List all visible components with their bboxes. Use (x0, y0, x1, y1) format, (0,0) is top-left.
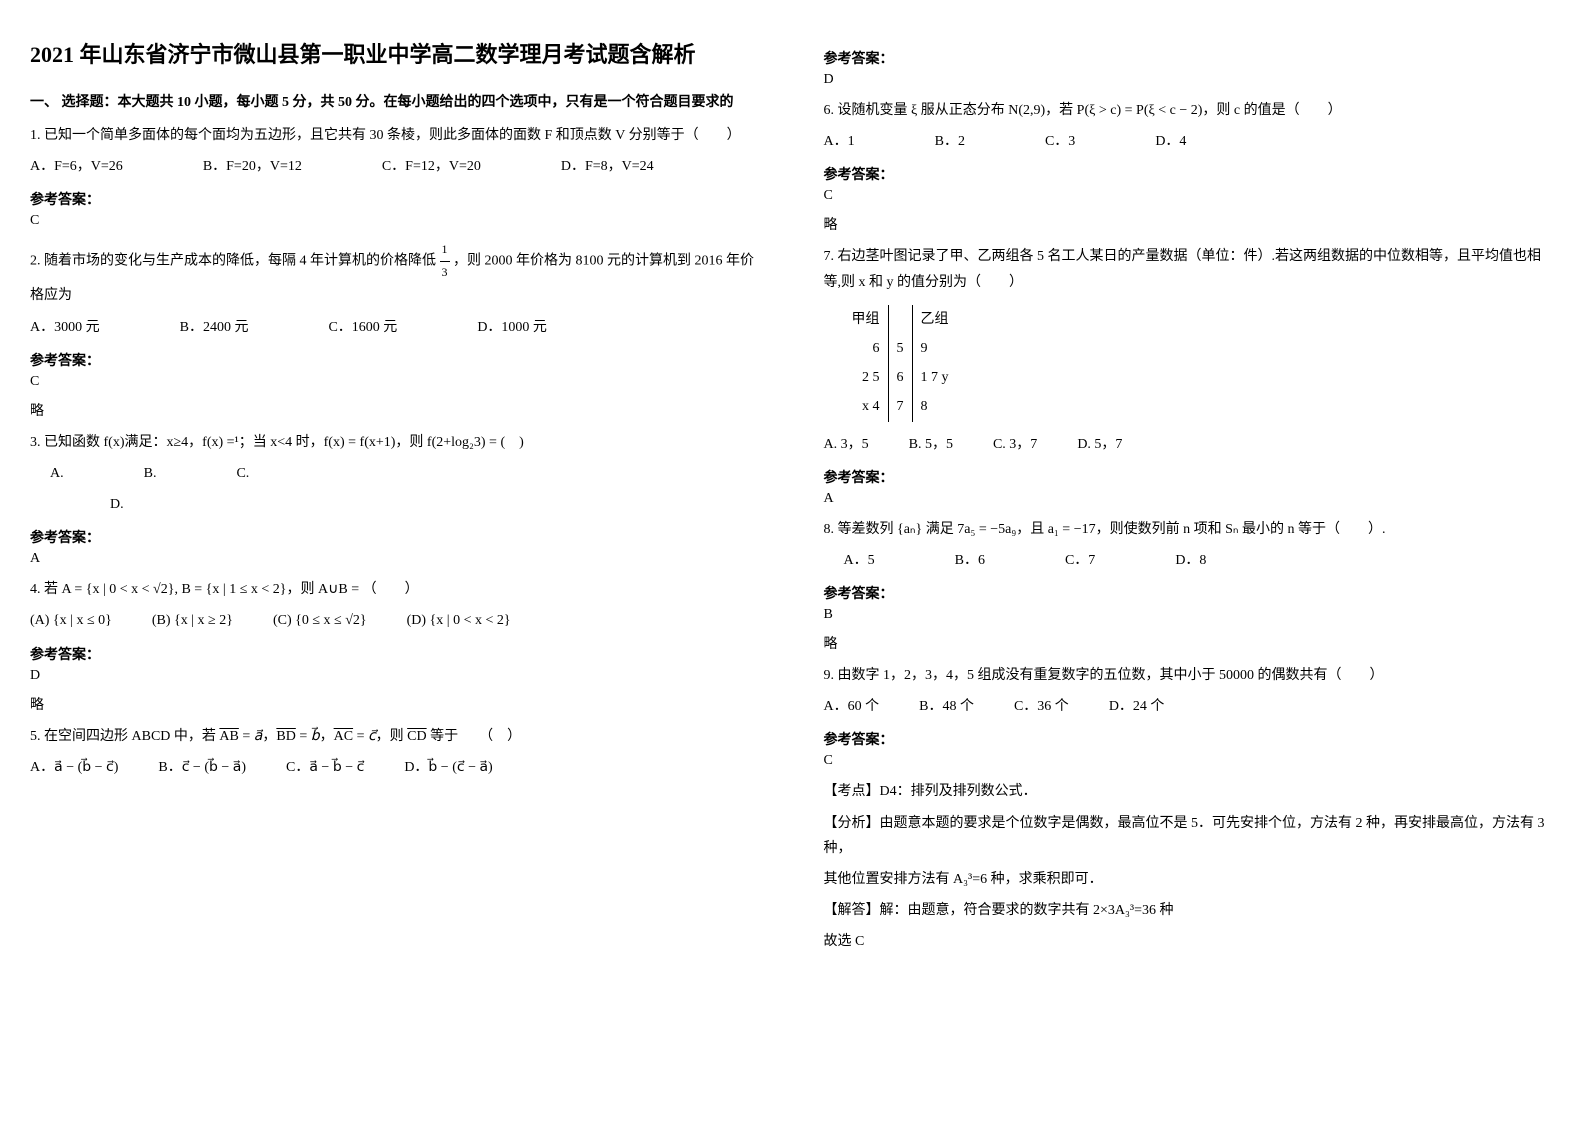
q7-optD: D. 5，7 (1077, 432, 1122, 457)
section-heading: 一、 选择题：本大题共 10 小题，每小题 5 分，共 50 分。在每小题给出的… (30, 91, 764, 111)
q6-answer: C (824, 188, 1558, 204)
q9-optC: C．36 个 (1014, 694, 1069, 719)
q5-optA: A．a⃗ − (b⃗ − c⃗) (30, 755, 118, 780)
q3-optB: B. (144, 461, 157, 486)
q4-optB: (B) {x | x ≥ 2} (152, 608, 233, 633)
q6-optA: A．1 (824, 129, 855, 154)
sl-r1-stem: 6 (888, 363, 912, 392)
stemleaf-header-left: 甲组 (844, 305, 889, 334)
q6-answer-label: 参考答案： (824, 164, 1558, 184)
question-3: 3. 已知函数 f(x)满足：x≥4，f(x) =¹；当 x<4 时，f(x) … (30, 430, 764, 518)
q2-fraction: 1 3 (440, 239, 450, 283)
question-7: 7. 右边茎叶图记录了甲、乙两组各 5 名工人某日的产量数据（单位：件）.若这两… (824, 244, 1558, 456)
q7-answer-label: 参考答案： (824, 467, 1558, 487)
q2-answer-label: 参考答案： (30, 350, 764, 370)
question-2: 2. 随着市场的变化与生产成本的降低，每隔 4 年计算机的价格降低 1 3 ，则… (30, 239, 764, 340)
q2-frac-num: 1 (440, 239, 450, 262)
question-1: 1. 已知一个简单多面体的每个面均为五边形，且它共有 30 条棱，则此多面体的面… (30, 123, 764, 179)
q1-optC: C．F=12，V=20 (382, 154, 481, 179)
q9-answer-label: 参考答案： (824, 729, 1558, 749)
q9-explain4: 【解答】解：由题意，符合要求的数字共有 2×3A₃³=36 种 (824, 898, 1558, 923)
sl-r0-stem: 5 (888, 334, 912, 363)
q7-optB: B. 5，5 (909, 432, 953, 457)
sl-r1-right: 1 7 y (912, 363, 957, 392)
q3-optC: C. (236, 461, 249, 486)
q9-explain3: 其他位置安排方法有 A₃³=6 种，求乘积即可． (824, 867, 1558, 892)
q2-frac-den: 3 (440, 262, 450, 284)
question-5: 5. 在空间四边形 ABCD 中，若 AB = a⃗，BD = b⃗，AC = … (30, 724, 764, 780)
q9-optA: A．60 个 (824, 694, 880, 719)
q2-optD: D．1000 元 (477, 315, 547, 340)
page-title: 2021 年山东省济宁市微山县第一职业中学高二数学理月考试题含解析 (30, 40, 764, 71)
sl-r0-left: 6 (844, 334, 889, 363)
q8-answer-label: 参考答案： (824, 583, 1558, 603)
question-8: 8. 等差数列 {aₙ} 满足 7a₅ = −5a₉，且 a₁ = −17，则使… (824, 517, 1558, 573)
q3-answer: A (30, 551, 764, 567)
q4-optD: (D) {x | 0 < x < 2} (407, 608, 511, 633)
q8-text: 8. 等差数列 {aₙ} 满足 7a₅ = −5a₉，且 a₁ = −17，则使… (824, 517, 1558, 542)
q1-optD: D．F=8，V=24 (561, 154, 654, 179)
q9-explain1: 【考点】D4：排列及排列数公式． (824, 779, 1558, 804)
q2-answer: C (30, 374, 764, 390)
q4-note: 略 (30, 694, 764, 714)
q4-optA: (A) {x | x ≤ 0} (30, 608, 112, 633)
q1-optA: A．F=6，V=26 (30, 154, 123, 179)
q2-optC: C．1600 元 (328, 315, 397, 340)
question-6: 6. 设随机变量 ξ 服从正态分布 N(2,9)，若 P(ξ > c) = P(… (824, 98, 1558, 154)
q4-answer-label: 参考答案： (30, 644, 764, 664)
q3-optA: A. (50, 461, 64, 486)
q6-optD: D．4 (1155, 129, 1186, 154)
q8-answer: B (824, 607, 1558, 623)
sl-r2-right: 8 (912, 392, 957, 421)
q3-text: 3. 已知函数 f(x)满足：x≥4，f(x) =¹；当 x<4 时，f(x) … (30, 430, 764, 455)
sl-r1-left: 2 5 (844, 363, 889, 392)
q5-optB: B．c⃗ − (b⃗ − a⃗) (158, 755, 246, 780)
stem-leaf-plot: 甲组 乙组 6 5 9 2 5 6 1 7 y x 4 7 8 (844, 305, 1558, 422)
q7-text: 7. 右边茎叶图记录了甲、乙两组各 5 名工人某日的产量数据（单位：件）.若这两… (824, 244, 1558, 294)
q1-optB: B．F=20，V=12 (203, 154, 302, 179)
q6-text: 6. 设随机变量 ξ 服从正态分布 N(2,9)，若 P(ξ > c) = P(… (824, 98, 1558, 123)
sl-r2-left: x 4 (844, 392, 889, 421)
question-4: 4. 若 A = {x | 0 < x < √2}, B = {x | 1 ≤ … (30, 577, 764, 633)
sl-r2-stem: 7 (888, 392, 912, 421)
q4-text: 4. 若 A = {x | 0 < x < √2}, B = {x | 1 ≤ … (30, 577, 764, 602)
q8-optA: A．5 (844, 548, 875, 573)
q7-optC: C. 3，7 (993, 432, 1037, 457)
stemleaf-header-right: 乙组 (912, 305, 957, 334)
q5-answer: D (824, 72, 1558, 88)
q2-optA: A．3000 元 (30, 315, 100, 340)
q6-optC: C．3 (1045, 129, 1075, 154)
q3-answer-label: 参考答案： (30, 527, 764, 547)
q9-optB: B．48 个 (919, 694, 974, 719)
q9-explain5: 故选 C (824, 929, 1558, 954)
q9-text: 9. 由数字 1，2，3，4，5 组成没有重复数字的五位数，其中小于 50000… (824, 663, 1558, 688)
q5-optD: D．b⃗ − (c⃗ − a⃗) (404, 755, 492, 780)
q2-text-a: 2. 随着市场的变化与生产成本的降低，每隔 4 年计算机的价格降低 (30, 253, 440, 268)
q8-optB: B．6 (955, 548, 985, 573)
q8-optD: D．8 (1175, 548, 1206, 573)
q5-optC: C．a⃗ − b⃗ − c⃗ (286, 755, 364, 780)
q7-optA: A. 3，5 (824, 432, 869, 457)
q3-optD: D. (110, 497, 124, 512)
q5-text: 5. 在空间四边形 ABCD 中，若 AB = a⃗，BD = b⃗，AC = … (30, 724, 764, 749)
q1-text: 1. 已知一个简单多面体的每个面均为五边形，且它共有 30 条棱，则此多面体的面… (30, 123, 764, 148)
q1-answer-label: 参考答案： (30, 189, 764, 209)
q9-optD: D．24 个 (1109, 694, 1165, 719)
q9-explain2: 【分析】由题意本题的要求是个位数字是偶数，最高位不是 5．可先安排个位，方法有 … (824, 811, 1558, 861)
q4-answer: D (30, 668, 764, 684)
q4-optC: (C) {0 ≤ x ≤ √2} (273, 608, 367, 633)
q7-answer: A (824, 491, 1558, 507)
q6-note: 略 (824, 214, 1558, 234)
q6-optB: B．2 (935, 129, 965, 154)
q2-optB: B．2400 元 (180, 315, 249, 340)
q5-answer-label: 参考答案： (824, 48, 1558, 68)
question-9: 9. 由数字 1，2，3，4，5 组成没有重复数字的五位数，其中小于 50000… (824, 663, 1558, 719)
q8-note: 略 (824, 633, 1558, 653)
sl-r0-right: 9 (912, 334, 957, 363)
q1-answer: C (30, 213, 764, 229)
q9-answer: C (824, 753, 1558, 769)
q8-optC: C．7 (1065, 548, 1095, 573)
q2-note: 略 (30, 400, 764, 420)
